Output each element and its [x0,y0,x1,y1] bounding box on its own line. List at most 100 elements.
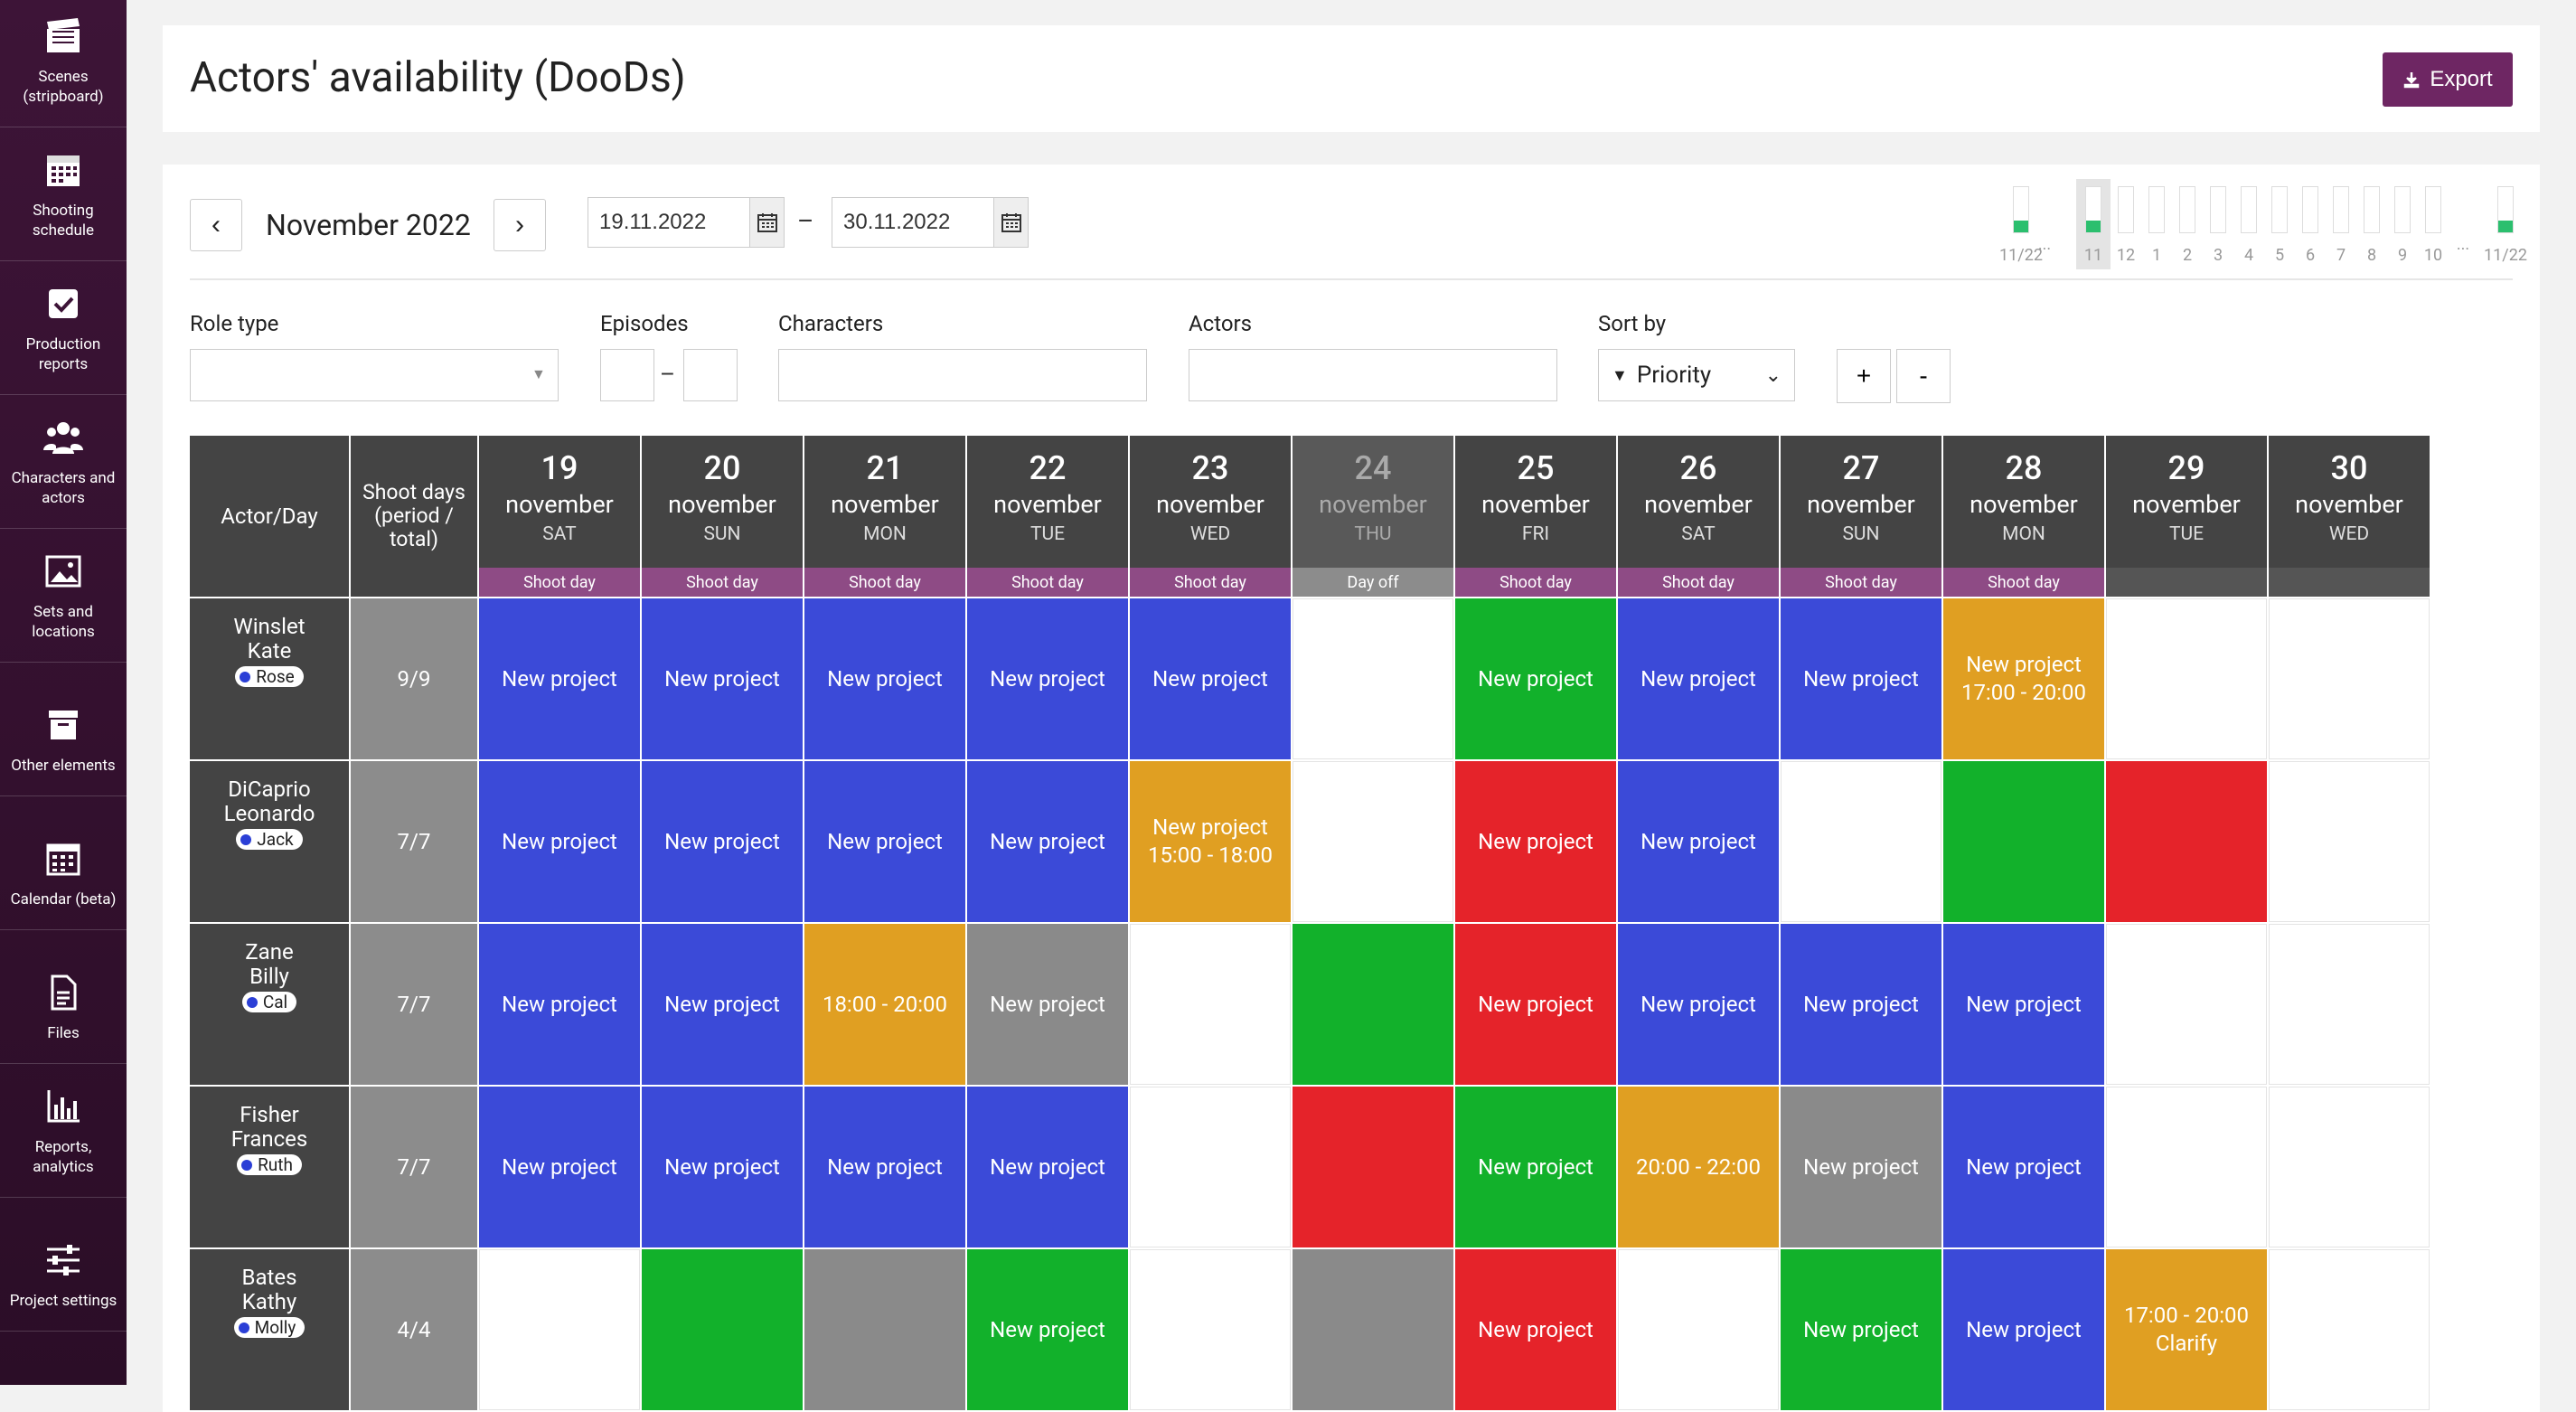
sidebar-item-scenes-stripboard[interactable]: Scenes (stripboard) [0,0,127,127]
sidebar-item-shooting-schedule[interactable]: Shooting schedule [0,127,127,261]
availability-cell[interactable] [2269,1249,2430,1410]
availability-cell[interactable]: New project [642,1087,803,1247]
mini-chart-bar[interactable] [2394,186,2411,233]
availability-cell[interactable]: New project [1781,924,1941,1085]
day-header-27[interactable]: 27 november SUN Shoot day [1781,436,1941,597]
availability-cell[interactable] [2106,924,2267,1085]
availability-cell[interactable] [1130,1087,1291,1247]
day-header-24[interactable]: 24 november THU Day off [1293,436,1453,597]
mini-chart-bar[interactable] [2497,186,2514,233]
availability-cell[interactable] [1293,761,1453,922]
mini-chart-bar[interactable] [2210,186,2226,233]
availability-cell[interactable]: New project [967,924,1128,1085]
mini-chart-bar[interactable] [2013,186,2029,233]
actor-cell[interactable]: Zane Billy Cal [190,924,349,1085]
availability-cell[interactable] [2106,1087,2267,1247]
availability-cell[interactable]: New project [1943,1249,2104,1410]
availability-cell[interactable]: New project [804,598,965,759]
actor-cell[interactable]: Winslet Kate Rose [190,598,349,759]
mini-chart-bar[interactable] [2302,186,2318,233]
actor-cell[interactable]: Bates Kathy Molly [190,1249,349,1410]
day-header-20[interactable]: 20 november SUN Shoot day [642,436,803,597]
mini-chart-bar[interactable] [2148,186,2165,233]
availability-cell[interactable]: 20:00 - 22:00 [1618,1087,1779,1247]
mini-chart-bar[interactable] [2241,186,2257,233]
mini-chart-bar[interactable] [2271,186,2288,233]
actors-input[interactable] [1189,349,1557,401]
date-from-input[interactable] [588,198,749,247]
episodes-from-input[interactable] [600,349,654,401]
availability-cell[interactable]: New project [967,1249,1128,1410]
mini-chart-bar[interactable] [2333,186,2349,233]
day-header-29[interactable]: 29 november TUE [2106,436,2267,597]
date-to-input[interactable] [832,198,993,247]
sidebar-item-production-reports[interactable]: Production reports [0,261,127,395]
availability-cell[interactable] [804,1249,965,1410]
availability-cell[interactable] [1293,924,1453,1085]
next-month-button[interactable]: › [494,199,546,251]
day-header-28[interactable]: 28 november MON Shoot day [1943,436,2104,597]
sidebar-item-calendar-beta[interactable]: Calendar (beta) [0,796,127,930]
availability-cell[interactable]: New project [1618,761,1779,922]
availability-cell[interactable] [2269,761,2430,922]
sidebar-item-project-settings[interactable]: Project settings [0,1198,127,1332]
zoom-out-button[interactable]: - [1896,349,1951,403]
availability-cell[interactable] [1618,1249,1779,1410]
availability-cell[interactable] [1130,924,1291,1085]
availability-cell[interactable]: New project [1781,1087,1941,1247]
availability-cell[interactable] [1781,761,1941,922]
availability-cell[interactable] [1293,1087,1453,1247]
availability-cell[interactable] [2106,598,2267,759]
availability-cell[interactable]: 18:00 - 20:00 [804,924,965,1085]
availability-cell[interactable] [642,1249,803,1410]
sidebar-item-files[interactable]: Files [0,930,127,1064]
availability-cell[interactable] [1293,598,1453,759]
availability-cell[interactable]: New project [967,761,1128,922]
availability-cell[interactable]: New project [804,1087,965,1247]
sidebar-item-team[interactable] [0,1332,127,1385]
availability-cell[interactable] [479,1249,640,1410]
availability-cell[interactable]: New project [1618,598,1779,759]
availability-cell[interactable]: New project [1781,1249,1941,1410]
sidebar-item-sets-and-locations[interactable]: Sets and locations [0,529,127,663]
availability-cell[interactable]: New project [642,598,803,759]
availability-cell[interactable]: New project [642,761,803,922]
day-header-26[interactable]: 26 november SAT Shoot day [1618,436,1779,597]
availability-cell[interactable]: New project [642,924,803,1085]
actor-cell[interactable]: Fisher Frances Ruth [190,1087,349,1247]
sidebar-item-characters-and-actors[interactable]: Characters and actors [0,395,127,529]
mini-chart-bar[interactable] [2179,186,2195,233]
mini-chart-bar[interactable] [2118,186,2134,233]
availability-cell[interactable]: New project [804,761,965,922]
mini-chart-bar[interactable] [2364,186,2380,233]
role-type-select[interactable] [190,349,559,401]
availability-cell[interactable] [1943,761,2104,922]
availability-cell[interactable] [2269,1087,2430,1247]
availability-cell[interactable]: 17:00 - 20:00 Clarify [2106,1249,2267,1410]
sidebar-item-other-elements[interactable]: Other elements [0,663,127,796]
characters-input[interactable] [778,349,1147,401]
availability-cell[interactable]: New project [479,761,640,922]
day-header-21[interactable]: 21 november MON Shoot day [804,436,965,597]
zoom-in-button[interactable]: + [1837,349,1891,403]
availability-cell[interactable]: New project [479,598,640,759]
availability-cell[interactable] [2106,761,2267,922]
mini-chart-bar[interactable] [2085,186,2101,233]
actor-cell[interactable]: DiCaprio Leonardo Jack [190,761,349,922]
availability-cell[interactable]: New project [1455,1087,1616,1247]
availability-cell[interactable]: New project [1455,1249,1616,1410]
episodes-to-input[interactable] [683,349,738,401]
day-header-19[interactable]: 19 november SAT Shoot day [479,436,640,597]
availability-cell[interactable] [2269,924,2430,1085]
calendar-icon[interactable] [749,198,784,247]
day-header-22[interactable]: 22 november TUE Shoot day [967,436,1128,597]
day-header-25[interactable]: 25 november FRI Shoot day [1455,436,1616,597]
day-header-23[interactable]: 23 november WED Shoot day [1130,436,1291,597]
availability-cell[interactable]: New project [1455,598,1616,759]
availability-cell[interactable]: New project [479,1087,640,1247]
availability-cell[interactable]: New project 17:00 - 20:00 [1943,598,2104,759]
availability-cell[interactable]: New project [1130,598,1291,759]
sort-by-select[interactable]: ▼ Priority ⌄ [1598,349,1795,401]
availability-cell[interactable] [1130,1249,1291,1410]
availability-cell[interactable]: New project [1455,924,1616,1085]
